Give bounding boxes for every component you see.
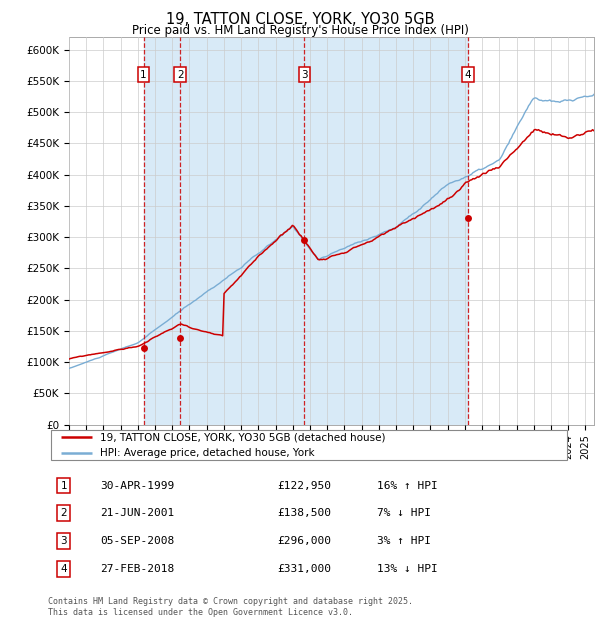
Text: 16% ↑ HPI: 16% ↑ HPI xyxy=(377,480,437,490)
Text: 3: 3 xyxy=(61,536,67,546)
Text: HPI: Average price, detached house, York: HPI: Average price, detached house, York xyxy=(100,448,315,458)
Text: 19, TATTON CLOSE, YORK, YO30 5GB (detached house): 19, TATTON CLOSE, YORK, YO30 5GB (detach… xyxy=(100,432,386,442)
Text: 7% ↓ HPI: 7% ↓ HPI xyxy=(377,508,431,518)
Text: £122,950: £122,950 xyxy=(278,480,332,490)
Bar xyxy=(143,37,181,425)
Text: Contains HM Land Registry data © Crown copyright and database right 2025.
This d: Contains HM Land Registry data © Crown c… xyxy=(48,598,413,617)
Text: £296,000: £296,000 xyxy=(278,536,332,546)
Text: 3% ↑ HPI: 3% ↑ HPI xyxy=(377,536,431,546)
Text: 27-FEB-2018: 27-FEB-2018 xyxy=(100,564,175,574)
Text: 05-SEP-2008: 05-SEP-2008 xyxy=(100,536,175,546)
Text: 3: 3 xyxy=(301,69,308,80)
Text: 1: 1 xyxy=(61,480,67,490)
Bar xyxy=(304,37,467,425)
FancyBboxPatch shape xyxy=(50,430,568,460)
Text: 13% ↓ HPI: 13% ↓ HPI xyxy=(377,564,437,574)
Text: 4: 4 xyxy=(464,69,471,80)
Text: 2: 2 xyxy=(177,69,184,80)
Text: £138,500: £138,500 xyxy=(278,508,332,518)
Text: 4: 4 xyxy=(61,564,67,574)
Text: 1: 1 xyxy=(140,69,147,80)
Text: 21-JUN-2001: 21-JUN-2001 xyxy=(100,508,175,518)
Text: £331,000: £331,000 xyxy=(278,564,332,574)
Text: Price paid vs. HM Land Registry's House Price Index (HPI): Price paid vs. HM Land Registry's House … xyxy=(131,24,469,37)
Text: 2: 2 xyxy=(61,508,67,518)
Text: 19, TATTON CLOSE, YORK, YO30 5GB: 19, TATTON CLOSE, YORK, YO30 5GB xyxy=(166,12,434,27)
Bar xyxy=(181,37,304,425)
Text: 30-APR-1999: 30-APR-1999 xyxy=(100,480,175,490)
